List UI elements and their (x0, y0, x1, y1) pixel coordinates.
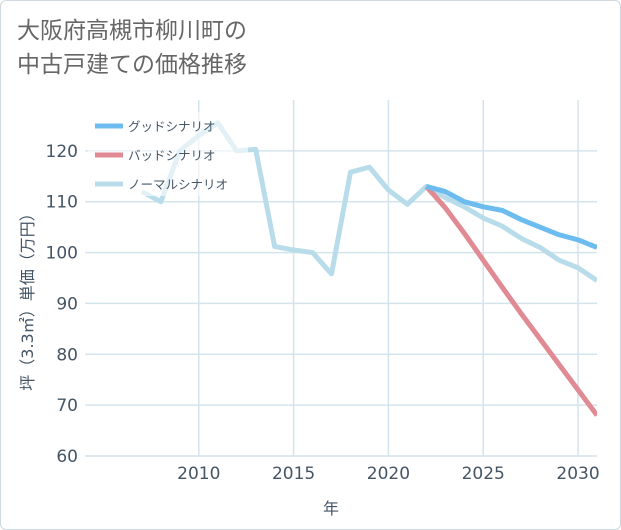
y-tick-label: 80 (56, 345, 78, 365)
page-title: 大阪府高槻市柳川町の 中古戸建ての価格推移 (17, 14, 247, 82)
title-line-2: 中古戸建ての価格推移 (17, 52, 247, 78)
y-tick-label: 100 (46, 244, 78, 264)
y-tick-label: 60 (56, 447, 78, 467)
y-axis-title: 坪（3.3㎡）単価（万円） (18, 205, 37, 390)
x-tick-label: 2025 (462, 464, 505, 484)
y-tick-label: 70 (56, 396, 78, 416)
y-tick-labels: 60 70 80 90 100 110 120 (46, 142, 78, 467)
x-tick-label: 2010 (177, 464, 220, 484)
y-tick-label: 110 (46, 193, 78, 213)
y-tick-label: 90 (56, 294, 78, 314)
x-tick-label: 2030 (556, 464, 599, 484)
legend-label: ノーマルシナリオ (128, 177, 228, 192)
title-line-1: 大阪府高槻市柳川町の (17, 18, 247, 44)
series-line (424, 184, 597, 417)
series-line (425, 184, 597, 250)
legend-label: グッドシナリオ (128, 119, 216, 134)
x-tick-label: 2020 (367, 464, 410, 484)
x-tick-label: 2015 (272, 464, 315, 484)
legend-label: バッドシナリオ (128, 148, 216, 163)
y-tick-label: 120 (46, 142, 78, 162)
x-tick-labels: 2010 2015 2020 2025 2030 (177, 464, 600, 484)
x-axis-title: 年 (323, 499, 339, 518)
